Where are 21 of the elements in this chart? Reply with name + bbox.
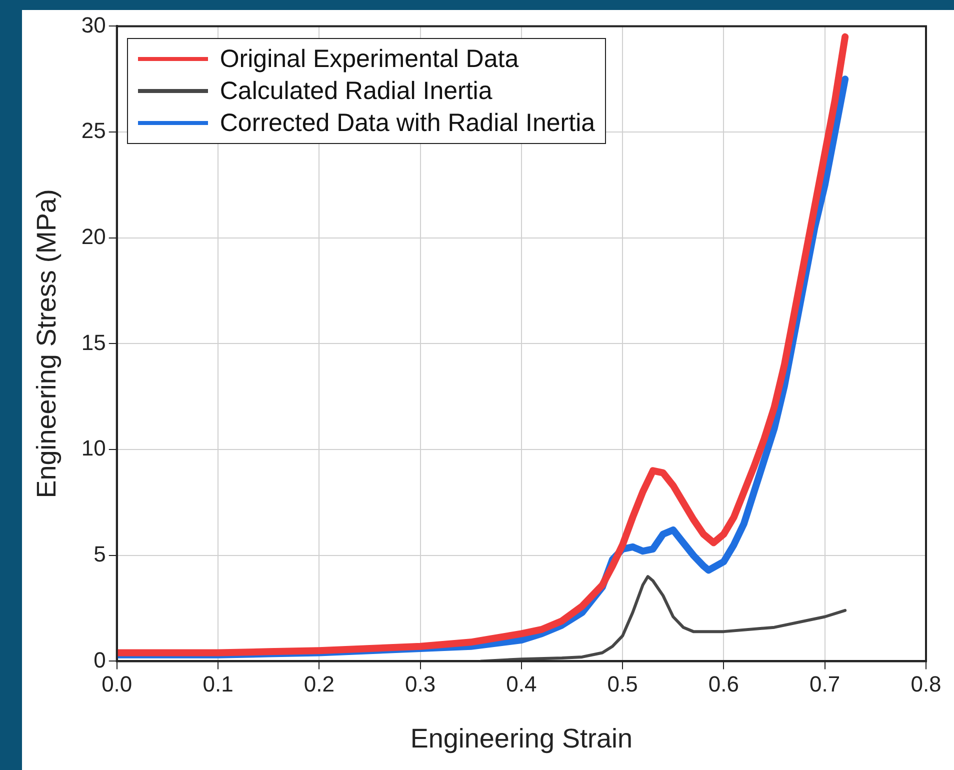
x-tick-label: 0.7 — [810, 671, 840, 696]
y-axis-title: Engineering Stress (MPa) — [32, 189, 62, 498]
y-tick-label: 20 — [81, 224, 106, 249]
y-tick-label: 10 — [81, 436, 106, 461]
x-tick-label: 0.6 — [708, 671, 740, 696]
y-tick-label: 15 — [81, 330, 106, 355]
legend-label: Corrected Data with Radial Inertia — [220, 108, 596, 140]
y-tick-label: 5 — [94, 541, 106, 566]
x-tick-label: 0.0 — [102, 671, 132, 696]
x-tick-label: 0.1 — [202, 671, 234, 696]
x-tick-label: 0.2 — [304, 671, 334, 696]
legend-label: Calculated Radial Inertia — [220, 76, 492, 108]
y-tick-label: 0 — [94, 647, 106, 672]
x-tick-label: 0.8 — [910, 671, 942, 696]
legend-label: Original Experimental Data — [220, 44, 519, 76]
y-tick-label: 30 — [81, 12, 106, 38]
y-tick-label: 25 — [81, 118, 106, 144]
x-axis-title: Engineering Strain — [410, 723, 633, 754]
x-tick-label: 0.5 — [607, 671, 638, 696]
x-tick-label: 0.3 — [404, 671, 436, 696]
x-tick-label: 0.4 — [506, 671, 537, 696]
